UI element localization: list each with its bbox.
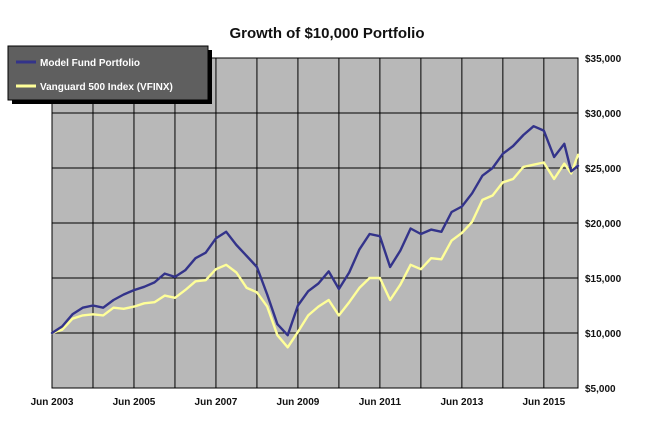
axis-labels: Jun 2003 Jun 2005 Jun 2007 Jun 2009 Jun 2011… <box>31 54 622 408</box>
x-tick-label: Jun 2005 <box>113 397 156 408</box>
plot-area <box>51 57 579 389</box>
legend: Model Fund Portfolio Vanguard 500 Index (… <box>7 45 212 104</box>
chart-title: Growth of $10,000 Portfolio <box>229 25 424 42</box>
x-tick-label: Jun 2007 <box>195 397 238 408</box>
series-line <box>50 125 580 337</box>
y-tick-label: $30,000 <box>585 109 622 120</box>
y-tick-label: $15,000 <box>585 274 622 285</box>
y-tick-label: $35,000 <box>585 54 622 65</box>
x-tick-label: Jun 2003 <box>31 397 74 408</box>
y-tick-label: $20,000 <box>585 219 622 230</box>
series-line <box>50 153 580 349</box>
x-tick-label: Jun 2015 <box>522 397 565 408</box>
x-tick-label: Jun 2009 <box>277 397 320 408</box>
series-lines <box>50 125 580 349</box>
legend-label: Model Fund Portfolio <box>40 58 140 69</box>
legend-label: Vanguard 500 Index (VFINX) <box>40 82 173 93</box>
legend-box <box>7 45 209 101</box>
y-tick-label: $25,000 <box>585 164 622 175</box>
y-tick-label: $5,000 <box>585 384 616 395</box>
x-tick-label: Jun 2013 <box>440 397 483 408</box>
y-tick-label: $10,000 <box>585 329 622 340</box>
x-tick-label: Jun 2011 <box>359 397 402 408</box>
